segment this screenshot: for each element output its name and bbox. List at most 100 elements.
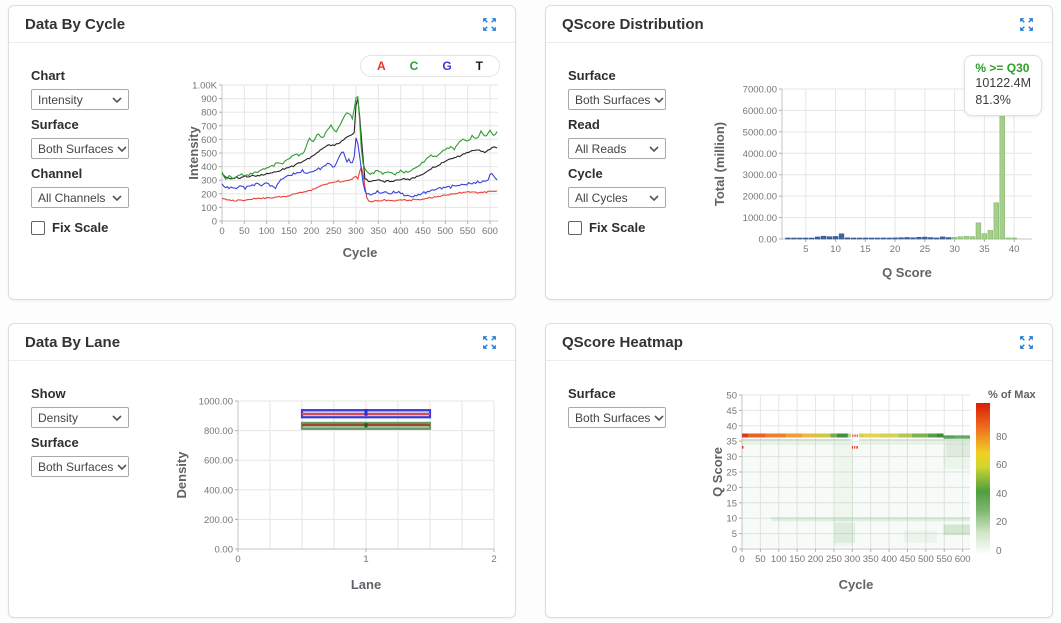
panel-data-by-lane: Data By Lane Show Density Surface Both S… xyxy=(8,323,516,618)
svg-text:550: 550 xyxy=(460,226,476,237)
chevron-down-icon xyxy=(649,145,659,152)
chevron-down-icon xyxy=(112,414,122,421)
surface-select-label: Surface xyxy=(568,386,616,401)
heatmap-colorbar: % of Max 80 60 40 20 0 xyxy=(974,389,1036,594)
surface-select[interactable]: Both Surfaces xyxy=(31,456,129,477)
surface-select[interactable]: Both Surfaces xyxy=(568,407,666,428)
intensity-by-cycle-plot: 0 50 100 150 200 250 300 350 400 450 500 550 600 0 100… xyxy=(186,81,498,260)
chevron-down-icon xyxy=(117,145,127,152)
svg-text:300: 300 xyxy=(348,226,364,237)
expand-icon[interactable] xyxy=(481,15,499,33)
base-legend: A C G T xyxy=(359,55,500,77)
svg-text:50: 50 xyxy=(755,554,766,565)
colorbar-tick: 0 xyxy=(996,546,1002,557)
expand-icon[interactable] xyxy=(1018,333,1036,351)
svg-text:40: 40 xyxy=(1009,244,1020,255)
svg-text:100: 100 xyxy=(201,203,217,214)
svg-text:350: 350 xyxy=(370,226,386,237)
channel-select-label: Channel xyxy=(31,166,83,181)
svg-text:35: 35 xyxy=(979,244,990,255)
fix-scale-checkbox[interactable] xyxy=(31,220,45,235)
page-title-qscore-distribution: QScore Distribution xyxy=(562,15,704,33)
svg-text:2: 2 xyxy=(491,554,496,565)
show-select[interactable]: Density xyxy=(31,407,129,428)
show-select-label: Show xyxy=(31,386,66,401)
panel-header: Data By Cycle xyxy=(9,6,515,43)
svg-text:150: 150 xyxy=(789,554,805,565)
svg-text:300: 300 xyxy=(201,176,217,187)
svg-text:0: 0 xyxy=(235,554,240,565)
fix-scale-label: Fix Scale xyxy=(589,220,646,235)
svg-text:800.00: 800.00 xyxy=(204,426,233,437)
svg-text:550: 550 xyxy=(936,554,952,565)
fix-scale-checkbox[interactable] xyxy=(568,220,582,235)
chart-select[interactable]: Intensity xyxy=(31,89,129,110)
qscore-distribution-chart: % >= Q30 10122.4M 81.3% 5 10 15 20 25 30 35 40 0… xyxy=(708,55,1042,293)
svg-text:400: 400 xyxy=(881,554,897,565)
svg-text:30: 30 xyxy=(726,452,737,463)
svg-text:20: 20 xyxy=(726,483,737,494)
svg-text:250: 250 xyxy=(326,226,342,237)
chart-select-label: Chart xyxy=(31,68,65,83)
q30-yield-value: 10122.4M xyxy=(975,76,1031,90)
svg-text:1000.00: 1000.00 xyxy=(743,213,777,224)
surface-select-label: Surface xyxy=(31,435,79,450)
svg-text:0: 0 xyxy=(732,545,737,556)
svg-text:Q Score: Q Score xyxy=(882,265,932,280)
svg-text:25: 25 xyxy=(726,468,737,479)
svg-text:800: 800 xyxy=(201,108,217,119)
chevron-down-icon xyxy=(117,463,127,470)
svg-text:Q Score: Q Score xyxy=(712,447,725,497)
svg-text:2000.00: 2000.00 xyxy=(743,192,777,203)
panel-header: QScore Distribution xyxy=(546,6,1052,43)
colorbar-gradient xyxy=(976,403,990,555)
read-select-label: Read xyxy=(568,117,600,132)
svg-text:5: 5 xyxy=(803,244,808,255)
legend-item-g[interactable]: G xyxy=(442,59,452,73)
svg-text:1: 1 xyxy=(363,554,368,565)
channel-select[interactable]: All Channels xyxy=(31,187,129,208)
svg-text:400.00: 400.00 xyxy=(204,485,233,496)
surface-select[interactable]: Both Surfaces xyxy=(568,89,666,110)
colorbar-tick: 40 xyxy=(996,488,1008,500)
svg-text:200: 200 xyxy=(201,189,217,200)
q30-percent-value: 81.3% xyxy=(975,92,1011,107)
svg-text:400: 400 xyxy=(201,162,217,173)
svg-text:35: 35 xyxy=(726,437,737,448)
chevron-down-icon xyxy=(649,194,659,201)
read-select[interactable]: All Reads xyxy=(568,138,666,159)
svg-text:600: 600 xyxy=(201,135,217,146)
expand-icon[interactable] xyxy=(481,333,499,351)
svg-text:1000.00: 1000.00 xyxy=(199,397,233,408)
expand-icon[interactable] xyxy=(1018,15,1036,33)
svg-text:5: 5 xyxy=(732,529,737,540)
panel-data-by-cycle: Data By Cycle Chart Intensity Surface Bo… xyxy=(8,5,516,300)
svg-text:4000.00: 4000.00 xyxy=(743,149,777,160)
colorbar-title: % of Max xyxy=(988,389,1036,401)
panel-qscore-distribution: QScore Distribution Surface Both Surface… xyxy=(545,5,1053,300)
svg-text:500: 500 xyxy=(201,149,217,160)
qscore-heatmap-chart: 0 50 100 150 200 250 300 350 400 450 500 550 600 0 5 10… xyxy=(712,373,1036,611)
svg-text:6000.00: 6000.00 xyxy=(743,106,777,117)
qscore-heatmap-plot: 0 50 100 150 200 250 300 350 400 450 500 550 600 0 5 10… xyxy=(712,391,971,593)
legend-item-c[interactable]: C xyxy=(409,59,419,73)
svg-text:0: 0 xyxy=(739,554,744,565)
svg-text:5000.00: 5000.00 xyxy=(743,127,777,138)
cycle-select[interactable]: All Cycles xyxy=(568,187,666,208)
legend-item-t[interactable]: T xyxy=(475,59,483,73)
legend-item-a[interactable]: A xyxy=(376,59,386,73)
controls-qscore-heatmap: Surface Both Surfaces xyxy=(558,373,708,611)
svg-text:25: 25 xyxy=(920,244,931,255)
svg-text:100: 100 xyxy=(771,554,787,565)
surface-select-label: Surface xyxy=(568,68,616,83)
chevron-down-icon xyxy=(654,96,664,103)
svg-text:250: 250 xyxy=(826,554,842,565)
colorbar-tick: 20 xyxy=(996,517,1008,529)
fix-scale-label: Fix Scale xyxy=(52,220,109,235)
svg-text:Total (million): Total (million) xyxy=(712,122,727,206)
svg-text:600.00: 600.00 xyxy=(204,456,233,467)
surface-select[interactable]: Both Surfaces xyxy=(31,138,129,159)
svg-text:20: 20 xyxy=(890,244,901,255)
svg-text:500: 500 xyxy=(437,226,453,237)
